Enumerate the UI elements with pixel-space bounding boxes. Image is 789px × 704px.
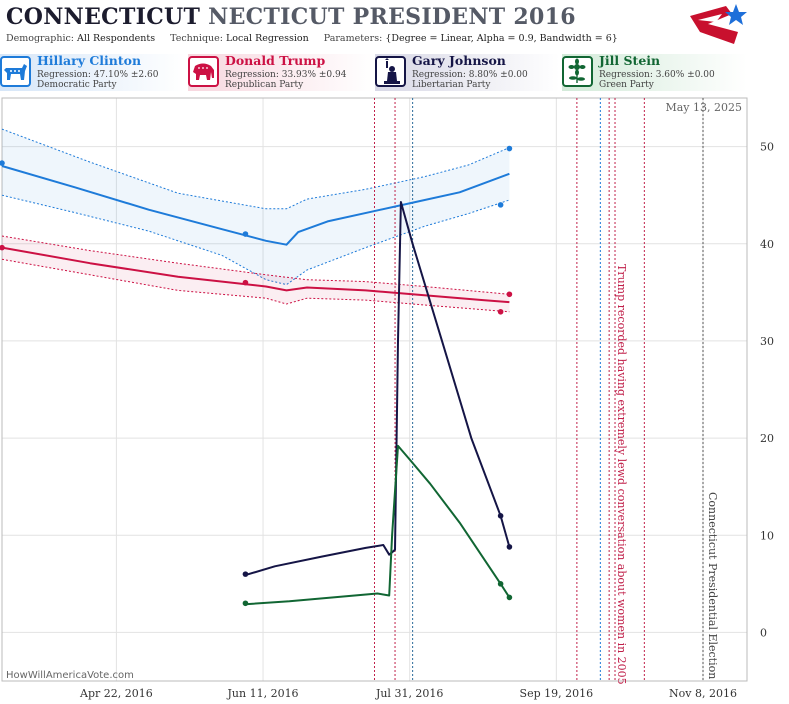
candidate-name: Jill Stein bbox=[599, 53, 661, 68]
candidate-name: Donald Trump bbox=[225, 53, 326, 68]
poll-point bbox=[0, 160, 5, 166]
y-axis: 0 10 20 30 40 50 bbox=[760, 141, 774, 640]
candidate-name: Hillary Clinton bbox=[37, 53, 142, 68]
title-state: CONNECTICUT bbox=[6, 4, 201, 30]
trend-line bbox=[1, 165, 510, 246]
band-lower-line bbox=[1, 258, 510, 313]
sunflower-icon bbox=[562, 56, 593, 87]
candidate-regression: Regression: 8.80% ±0.00 bbox=[412, 70, 528, 80]
poll-point bbox=[242, 279, 249, 286]
trend-line bbox=[245, 201, 511, 577]
poll-point bbox=[242, 231, 249, 237]
candidate-regression: Regression: 33.93% ±0.94 bbox=[225, 70, 347, 80]
y-tick-label: 20 bbox=[760, 432, 774, 445]
candidate-party: Republican Party bbox=[225, 80, 304, 90]
event-lines bbox=[374, 98, 704, 681]
poll-point bbox=[506, 594, 513, 601]
trend-lines bbox=[1, 165, 511, 606]
candidate-regression: Regression: 3.60% ±0.00 bbox=[599, 70, 715, 80]
poll-point bbox=[242, 571, 249, 577]
x-tick-label: Sep 19, 2016 bbox=[520, 687, 594, 700]
legend-hillary-clinton: Hillary Clinton Regression: 47.10% ±2.60… bbox=[0, 54, 185, 91]
technique-value: Local Regression bbox=[226, 33, 309, 44]
candidate-name: Gary Johnson bbox=[412, 53, 506, 68]
demographic-value: All Respondents bbox=[77, 33, 156, 44]
y-tick-label: 30 bbox=[760, 335, 774, 348]
annotation-label: Trump recorded having extremely lewd con… bbox=[615, 264, 628, 685]
technique-label: Technique: bbox=[170, 33, 223, 44]
trend-line bbox=[1, 246, 510, 304]
candidate-regression: Regression: 47.10% ±2.60 bbox=[37, 70, 159, 80]
band-upper-line bbox=[1, 235, 510, 295]
elephant-icon bbox=[188, 56, 219, 87]
candidate-party: Democratic Party bbox=[37, 80, 117, 90]
poll-point bbox=[497, 581, 504, 587]
site-logo-icon bbox=[690, 4, 747, 44]
legend-donald-trump: Donald Trump Regression: 33.93% ±0.94 Re… bbox=[188, 54, 373, 91]
liberty-torch-icon bbox=[375, 56, 406, 87]
parameters-label: Parameters: bbox=[323, 33, 383, 44]
poll-point bbox=[506, 291, 513, 298]
poll-point bbox=[506, 544, 513, 550]
poll-point bbox=[0, 244, 5, 251]
x-tick-label: Nov 8, 2016 bbox=[669, 687, 737, 700]
demographic-label: Demographic: bbox=[6, 33, 75, 44]
candidate-party: Libertarian Party bbox=[412, 80, 491, 90]
confidence-bands bbox=[1, 128, 510, 313]
y-tick-label: 50 bbox=[760, 141, 774, 154]
band-lower-line bbox=[1, 194, 510, 286]
date-stamp: May 13, 2025 bbox=[665, 101, 742, 114]
x-tick-label: Apr 22, 2016 bbox=[79, 687, 153, 700]
poll-point bbox=[497, 308, 504, 315]
x-axis: Apr 22, 2016 Jun 11, 2016 Jul 31, 2016 Sep … bbox=[79, 687, 737, 700]
legend-gary-johnson: Gary Johnson Regression: 8.80% ±0.00 Lib… bbox=[375, 54, 560, 91]
candidate-party: Green Party bbox=[599, 80, 654, 90]
annotations: Trump recorded having extremely lewd con… bbox=[615, 264, 719, 685]
title-race: NECTICUT PRESIDENT 2016 bbox=[208, 4, 576, 30]
poll-point bbox=[506, 145, 513, 152]
legend-jill-stein: Jill Stein Regression: 3.60% ±0.00 Green… bbox=[562, 54, 747, 91]
band-upper-line bbox=[1, 128, 510, 210]
poll-point bbox=[497, 513, 504, 519]
parameters-value: {Degree = Linear, Alpha = 0.9, Bandwidth… bbox=[385, 33, 618, 44]
poll-point bbox=[242, 600, 249, 607]
y-tick-label: 10 bbox=[760, 529, 774, 542]
donkey-icon bbox=[0, 56, 31, 87]
y-tick-label: 40 bbox=[760, 238, 774, 251]
x-tick-label: Jul 31, 2016 bbox=[375, 687, 444, 700]
x-tick-label: Jun 11, 2016 bbox=[227, 687, 299, 700]
poll-points bbox=[0, 145, 513, 607]
page-title: CONNECTICUT NECTICUT PRESIDENT 2016 bbox=[6, 4, 576, 30]
watermark: HowWillAmericaVote.com bbox=[6, 670, 134, 681]
y-tick-label: 0 bbox=[760, 626, 767, 639]
trend-line bbox=[245, 444, 511, 606]
parameters-line: Demographic: All Respondents Technique: … bbox=[6, 33, 618, 44]
annotation-label: Connecticut Presidential Election bbox=[706, 492, 719, 679]
band-fill bbox=[2, 129, 510, 285]
poll-point bbox=[497, 202, 504, 208]
